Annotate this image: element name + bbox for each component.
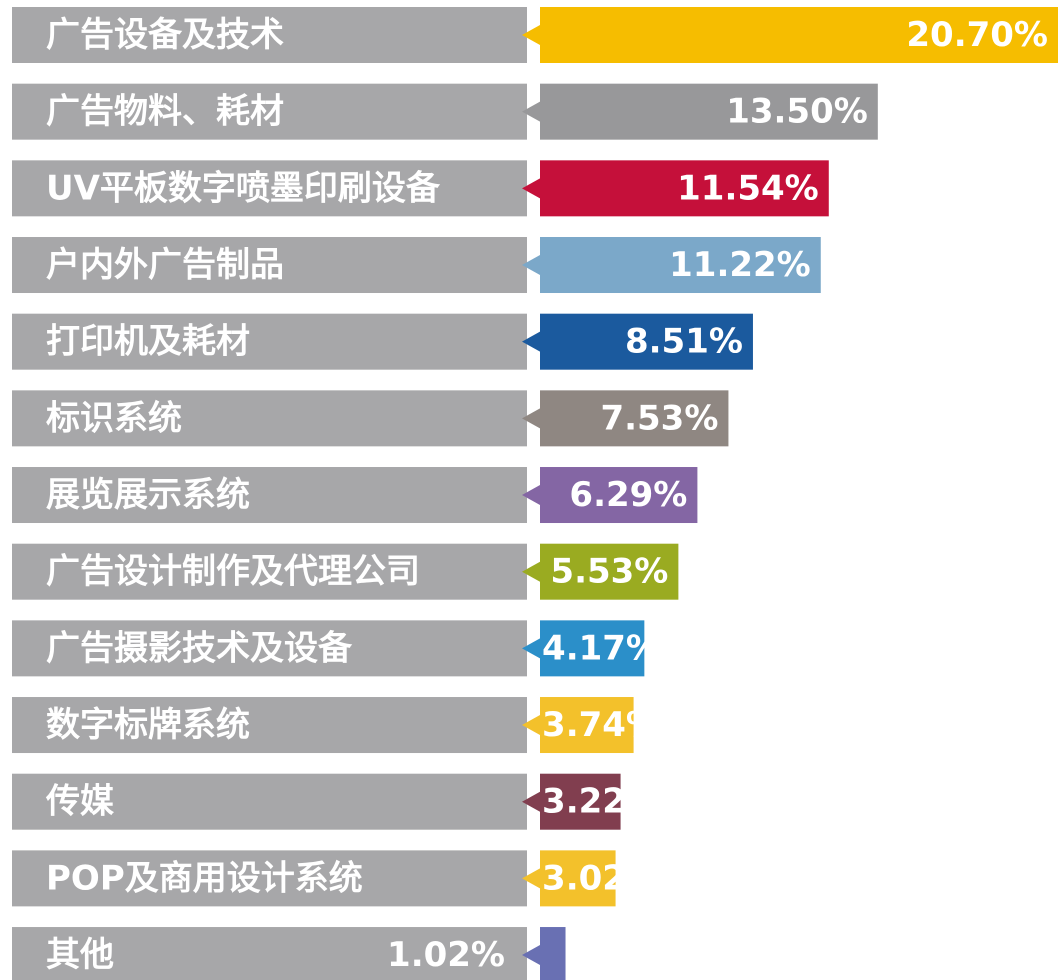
bar — [540, 237, 821, 294]
value-label: 11.54% — [677, 168, 819, 208]
category-box — [12, 237, 527, 294]
bar — [540, 697, 634, 754]
bar-pointer — [522, 485, 540, 506]
bar — [540, 927, 566, 980]
bar — [540, 773, 621, 830]
value-label: 7.53% — [600, 398, 718, 438]
value-label: 4.17% — [542, 628, 660, 668]
category-box — [12, 7, 527, 63]
category-box — [12, 697, 527, 754]
category-box — [12, 390, 527, 447]
value-label: 20.70% — [906, 15, 1048, 55]
value-label: 5.53% — [550, 552, 668, 592]
category-label: 展览展示系统 — [46, 475, 250, 515]
value-label: 13.50% — [726, 92, 868, 132]
category-label: UV平板数字喷墨印刷设备 — [46, 168, 441, 208]
category-label: 广告摄影技术及设备 — [46, 628, 353, 668]
category-label: 标识系统 — [46, 398, 182, 438]
category-label: 数字标牌系统 — [46, 705, 250, 745]
category-box — [12, 773, 527, 830]
category-label: 打印机及耗材 — [46, 322, 250, 362]
category-box — [12, 313, 527, 370]
bar-pointer — [522, 945, 540, 966]
bar-pointer — [522, 255, 540, 276]
bar — [540, 543, 679, 600]
value-label: 11.22% — [669, 245, 811, 285]
bar-pointer — [522, 408, 540, 429]
value-label: 3.02% — [542, 858, 660, 898]
category-box — [12, 927, 527, 980]
category-label: 广告设备及技术 — [46, 15, 284, 55]
bar-pointer — [522, 638, 540, 659]
bar-pointer — [522, 331, 540, 352]
bar — [540, 313, 753, 370]
bar — [540, 620, 645, 677]
value-label: 3.74% — [542, 705, 660, 745]
bar-pointer — [522, 561, 540, 582]
category-label: 传媒 — [45, 782, 115, 822]
bar-pointer — [522, 715, 540, 736]
bar-pointer — [522, 868, 540, 889]
category-label: POP及商用设计系统 — [46, 858, 363, 898]
bar — [540, 390, 729, 447]
category-label: 户内外广告制品 — [46, 245, 284, 285]
category-box — [12, 83, 527, 140]
bar-pointer — [522, 101, 540, 122]
bar — [540, 850, 616, 907]
value-label: 3.22% — [542, 782, 660, 822]
category-label: 广告设计制作及代理公司 — [46, 552, 420, 592]
bar — [540, 83, 878, 140]
value-label: 6.29% — [569, 475, 687, 515]
category-box — [12, 850, 527, 907]
bar — [540, 7, 1058, 63]
bar — [540, 467, 698, 524]
category-box — [12, 620, 527, 677]
category-box — [12, 160, 527, 217]
bar-pointer — [522, 25, 540, 45]
category-box — [12, 467, 527, 524]
value-label: 1.02% — [387, 935, 505, 975]
bar-pointer — [522, 178, 540, 199]
bar-pointer — [522, 791, 540, 812]
bar — [540, 160, 829, 217]
category-box — [12, 543, 527, 600]
category-label: 广告物料、耗材 — [46, 92, 284, 132]
value-label: 8.51% — [625, 322, 743, 362]
category-label: 其他 — [46, 935, 114, 975]
